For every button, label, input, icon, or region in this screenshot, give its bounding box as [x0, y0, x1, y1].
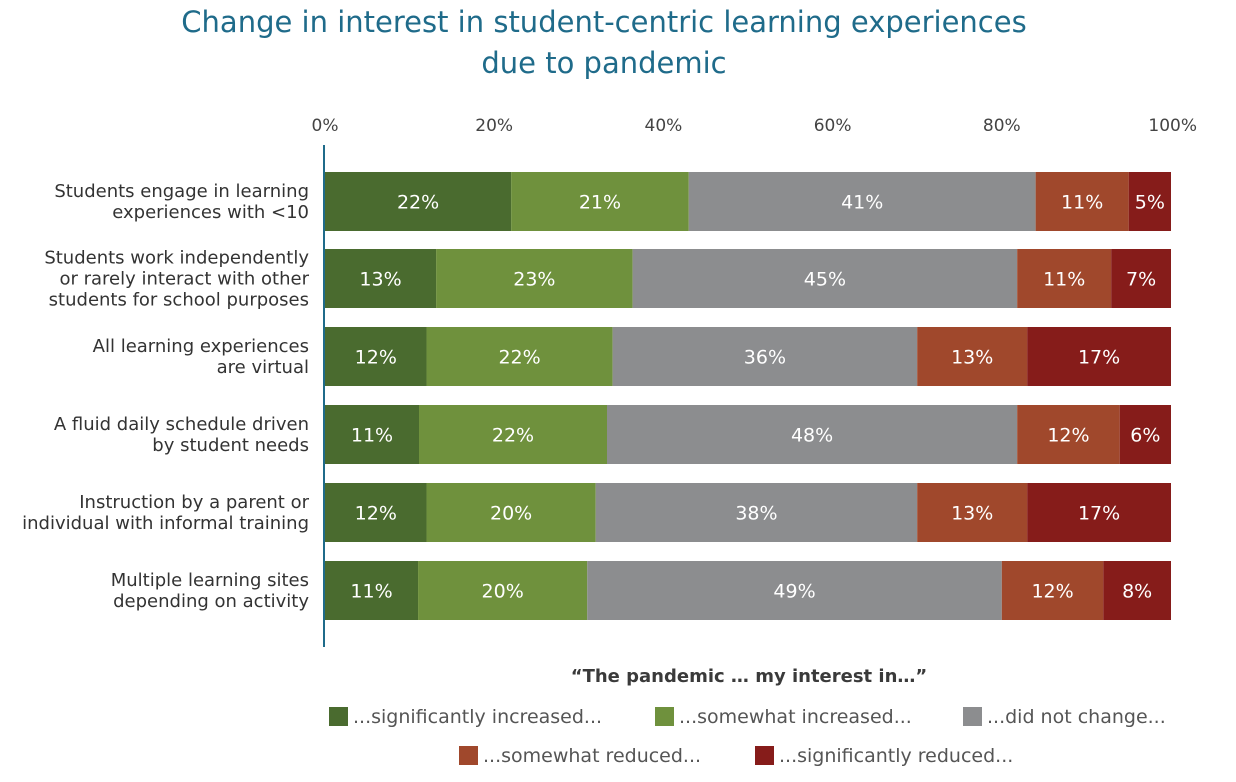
legend-title: “The pandemic … my interest in…”: [571, 666, 928, 687]
category-label: individual with informal training: [22, 513, 309, 534]
legend-swatch: [655, 707, 674, 726]
bar-data-label: 48%: [791, 425, 833, 447]
legend-swatch: [329, 707, 348, 726]
bar-data-label: 21%: [579, 192, 621, 214]
bar-segment: [325, 405, 419, 464]
chart-title-line: Change in interest in student-centric le…: [181, 5, 1026, 39]
bar-segment: [426, 483, 596, 542]
bar-segment: [1111, 249, 1171, 308]
x-tick-label: 100%: [1148, 116, 1197, 136]
legend-label: ...somewhat increased...: [679, 706, 912, 728]
bar-data-label: 45%: [804, 269, 846, 291]
bar-segment: [688, 172, 1036, 231]
x-tick-label: 20%: [475, 116, 513, 136]
chart-title: Change in interest in student-centric le…: [181, 5, 1026, 80]
bar-data-label: 22%: [492, 425, 534, 447]
bar-segment: [1017, 249, 1112, 308]
bar-segment: [1001, 561, 1104, 620]
legend-label: ...significantly reduced...: [779, 745, 1013, 767]
category-label: Multiple learning sites: [111, 570, 309, 591]
bar-data-label: 7%: [1126, 269, 1156, 291]
bar-segment: [419, 405, 607, 464]
bar-data-label: 12%: [355, 347, 397, 369]
bar-data-label: 17%: [1078, 347, 1120, 369]
bar-data-label: 17%: [1078, 503, 1120, 525]
legend-label: ...significantly increased...: [353, 706, 602, 728]
bar-segment: [595, 483, 918, 542]
bar-data-label: 13%: [359, 269, 401, 291]
bar-data-label: 11%: [351, 425, 393, 447]
legend-swatch: [459, 746, 478, 765]
bar-segment: [917, 327, 1028, 386]
bar-segment: [1027, 483, 1171, 542]
bar-data-label: 5%: [1135, 192, 1165, 214]
bar-segment: [632, 249, 1018, 308]
x-axis-ticks: 0% 20% 40% 60% 80% 100%: [312, 116, 1197, 136]
category-label: All learning experiences: [93, 336, 309, 357]
bar-segment: [325, 172, 512, 231]
chart-title-line: due to pandemic: [481, 46, 726, 80]
category-label: depending on activity: [113, 591, 309, 612]
bar-segment: [1027, 327, 1171, 386]
bar-segment: [587, 561, 1002, 620]
bar-data-label: 38%: [735, 503, 777, 525]
legend-label: ...did not change...: [987, 706, 1166, 728]
bar-segment: [418, 561, 588, 620]
bar-data-label: 20%: [482, 581, 524, 603]
bar-data-label: 13%: [951, 503, 993, 525]
bar-segment: [917, 483, 1028, 542]
legend-swatch: [755, 746, 774, 765]
x-tick-label: 0%: [312, 116, 339, 136]
bar-segment: [325, 327, 427, 386]
bar-segment: [1035, 172, 1129, 231]
bar-data-label: 41%: [841, 192, 883, 214]
bar-segment: [325, 561, 419, 620]
bar-data-label: 22%: [397, 192, 439, 214]
category-label: Students engage in learning: [54, 181, 309, 202]
legend-label: ...somewhat reduced...: [483, 745, 701, 767]
legend-swatch: [963, 707, 982, 726]
bar-data-label: 20%: [490, 503, 532, 525]
category-label: by student needs: [152, 435, 309, 456]
bar-data-label: 13%: [951, 347, 993, 369]
x-tick-label: 60%: [814, 116, 852, 136]
bar-data-label: 11%: [1061, 192, 1103, 214]
x-tick-label: 40%: [645, 116, 683, 136]
bar-segment: [426, 327, 613, 386]
bar-data-label: 12%: [355, 503, 397, 525]
bar-data-label: 11%: [1043, 269, 1085, 291]
legend: “The pandemic … my interest in…” ...signi…: [329, 666, 1166, 767]
bar-data-label: 11%: [350, 581, 392, 603]
bar-data-label: 49%: [773, 581, 815, 603]
bar-data-label: 36%: [744, 347, 786, 369]
category-label: Instruction by a parent or: [79, 492, 309, 513]
bar-segment: [325, 483, 427, 542]
category-label: experiences with <10: [112, 202, 309, 223]
bar-segment: [1103, 561, 1171, 620]
bar-segment: [1119, 405, 1171, 464]
bar-data-label: 6%: [1130, 425, 1160, 447]
bar-segments: 22% 21% 41% 11% 5% 13% 23% 45% 11% 7% 12% 22% 36% 13%…: [325, 172, 1171, 620]
category-label: Students work independently: [44, 248, 309, 269]
category-label: students for school purposes: [49, 290, 309, 311]
bar-data-label: 12%: [1047, 425, 1089, 447]
category-label: or rarely interact with other: [59, 269, 309, 290]
bar-segment: [511, 172, 689, 231]
bar-segment: [1128, 172, 1171, 231]
bar-data-label: 8%: [1122, 581, 1152, 603]
bar-data-label: 22%: [498, 347, 540, 369]
category-label: A fluid daily schedule driven: [54, 414, 309, 435]
bar-segment: [607, 405, 1018, 464]
bar-segment: [612, 327, 918, 386]
bar-data-label: 12%: [1031, 581, 1073, 603]
bar-segment: [325, 249, 437, 308]
bar-segment: [436, 249, 633, 308]
x-tick-label: 80%: [983, 116, 1021, 136]
category-label: are virtual: [217, 357, 309, 378]
bar-data-label: 23%: [513, 269, 555, 291]
bar-segment: [1017, 405, 1120, 464]
